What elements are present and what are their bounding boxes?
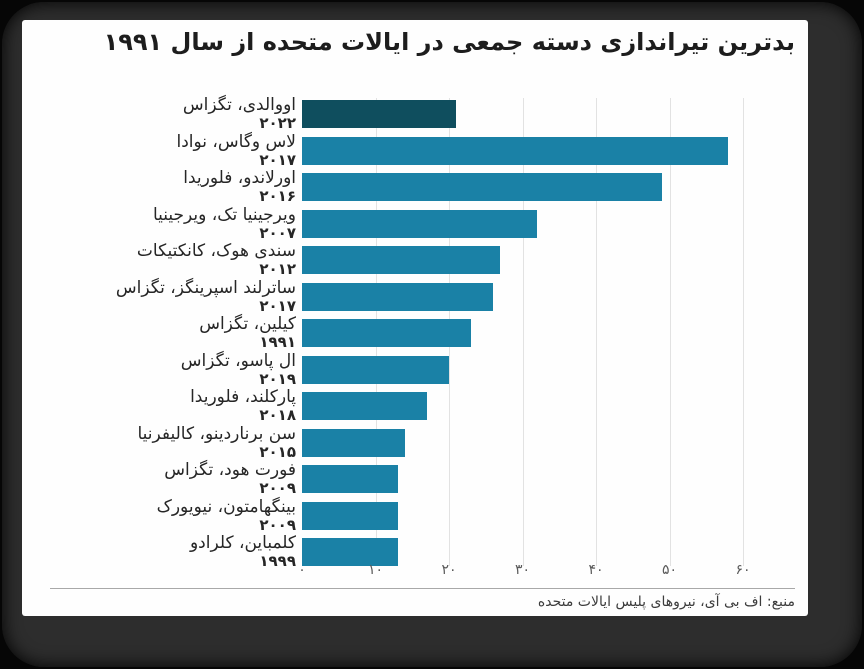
gridline-30: [522, 98, 524, 566]
x-tick-label-20: ۲۰: [441, 562, 457, 578]
bar-row: سندی هوک، کانکتیکات ۲۰۱۲: [22, 242, 808, 277]
chart-title: بدترین تیراندازی دسته جمعی در ایالات متح…: [103, 28, 795, 56]
x-tick-label-60: ۶۰: [735, 562, 751, 578]
bar-row: اورلاندو، فلوریدا ۲۰۱۶: [22, 169, 808, 204]
bar: [302, 209, 538, 238]
bar-row: ال پاسو، تگزاس ۲۰۱۹: [22, 351, 808, 387]
bar-highlighted: [302, 100, 457, 128]
row-year-label: ۱۹۹۹: [259, 552, 296, 570]
row-label: سندی هوک، کانکتیکات ۲۰۱۲: [22, 241, 296, 278]
x-tick-label-0: ۰: [298, 562, 306, 578]
row-label: لاس وگاس، نوادا ۲۰۱۷: [22, 131, 296, 169]
bar: [302, 173, 663, 201]
x-tick-label-30: ۳۰: [514, 562, 531, 578]
row-location-label: پارکلند، فلوریدا: [190, 387, 296, 407]
bar-row: کلمباین، کلرادو ۱۹۹۹: [22, 534, 808, 569]
row-label: بینگهامتون، نیویورک ۲۰۰۹: [22, 496, 296, 534]
row-location-label: اووالدی، تگزاس: [182, 95, 296, 115]
row-label: ویرجینیا تک، ویرجینیا ۲۰۰۷: [22, 204, 296, 242]
row-location-label: اورلاندو، فلوریدا: [183, 168, 296, 188]
row-label: سن برناردینو، کالیفرنیا ۲۰۱۵: [22, 423, 296, 461]
row-location-label: ساترلند اسپرینگز، تگزاس: [115, 277, 296, 298]
row-label: پارکلند، فلوریدا ۲۰۱۸: [22, 387, 296, 424]
bar-row: فورت هود، تگزاس ۲۰۰۹: [22, 461, 808, 496]
bar: [302, 319, 472, 347]
row-year-label: ۱۹۹۱: [259, 333, 296, 351]
row-location-label: لاس وگاس، نوادا: [176, 131, 296, 152]
gridline-60: [743, 98, 744, 566]
row-label: کلمباین، کلرادو ۱۹۹۹: [22, 533, 296, 570]
bar-row: لاس وگاس، نوادا ۲۰۱۷: [22, 132, 808, 168]
bar: [302, 465, 398, 493]
bar-row: کیلین، تگزاس ۱۹۹۱: [22, 315, 808, 350]
row-year-label: ۲۰۱۷: [259, 296, 296, 315]
row-year-label: ۲۰۱۶: [259, 187, 296, 205]
bar-row: اووالدی، تگزاس ۲۰۲۲: [22, 96, 808, 131]
row-year-label: ۲۰۱۸: [259, 406, 296, 424]
gridline-40: [596, 98, 597, 566]
plot-area: اووالدی، تگزاس ۲۰۲۲ لاس وگاس، نوادا ۲۰۱۷…: [22, 96, 808, 588]
row-year-label: ۲۰۲۲: [259, 114, 296, 132]
row-location-label: سندی هوک، کانکتیکات: [136, 241, 296, 261]
row-label: اووالدی، تگزاس ۲۰۲۲: [22, 95, 296, 132]
bar: [302, 501, 398, 530]
row-year-label: ۲۰۱۷: [259, 150, 296, 169]
x-tick-label-10: ۱۰: [367, 562, 384, 578]
row-label: کیلین، تگزاس ۱۹۹۱: [22, 314, 296, 351]
row-location-label: کلمباین، کلرادو: [189, 533, 296, 553]
bar-row: پارکلند، فلوریدا ۲۰۱۸: [22, 388, 808, 423]
bar: [302, 246, 501, 274]
bar-row: ساترلند اسپرینگز، تگزاس ۲۰۱۷: [22, 278, 808, 314]
bar: [302, 428, 405, 457]
row-label: فورت هود، تگزاس ۲۰۰۹: [22, 460, 296, 497]
row-location-label: سن برناردینو، کالیفرنیا: [137, 423, 296, 444]
chart-card: بدترین تیراندازی دسته جمعی در ایالات متح…: [22, 20, 808, 616]
x-tick-label-50: ۵۰: [661, 562, 678, 578]
row-label: ساترلند اسپرینگز، تگزاس ۲۰۱۷: [22, 277, 296, 315]
bar-row: بینگهامتون، نیویورک ۲۰۰۹: [22, 497, 808, 533]
source-note: منبع: اف بی آی، نیروهای پلیس ایالات متحد…: [537, 594, 795, 610]
bar: [302, 355, 449, 384]
footer-divider: [50, 588, 795, 589]
x-tick-label-40: ۴۰: [588, 562, 604, 578]
row-location-label: فورت هود، تگزاس: [164, 460, 296, 480]
row-location-label: بینگهامتون، نیویورک: [156, 496, 296, 517]
row-label: ال پاسو، تگزاس ۲۰۱۹: [22, 350, 296, 388]
row-location-label: ویرجینیا تک، ویرجینیا: [152, 204, 296, 225]
bar: [302, 392, 427, 420]
row-location-label: کیلین، تگزاس: [199, 314, 296, 334]
row-location-label: ال پاسو، تگزاس: [180, 350, 296, 371]
row-year-label: ۲۰۱۵: [259, 442, 296, 461]
row-year-label: ۲۰۱۹: [259, 369, 296, 388]
row-year-label: ۲۰۱۲: [259, 260, 296, 278]
row-year-label: ۲۰۰۹: [259, 479, 296, 497]
bar: [302, 538, 398, 566]
row-year-label: ۲۰۰۹: [259, 515, 296, 534]
gridline-50: [669, 98, 671, 566]
row-year-label: ۲۰۰۷: [259, 223, 296, 242]
bar-row: ویرجینیا تک، ویرجینیا ۲۰۰۷: [22, 205, 808, 241]
row-label: اورلاندو، فلوریدا ۲۰۱۶: [22, 168, 296, 205]
bar: [302, 136, 729, 165]
bar: [302, 282, 494, 311]
bar-row: سن برناردینو، کالیفرنیا ۲۰۱۵: [22, 424, 808, 460]
